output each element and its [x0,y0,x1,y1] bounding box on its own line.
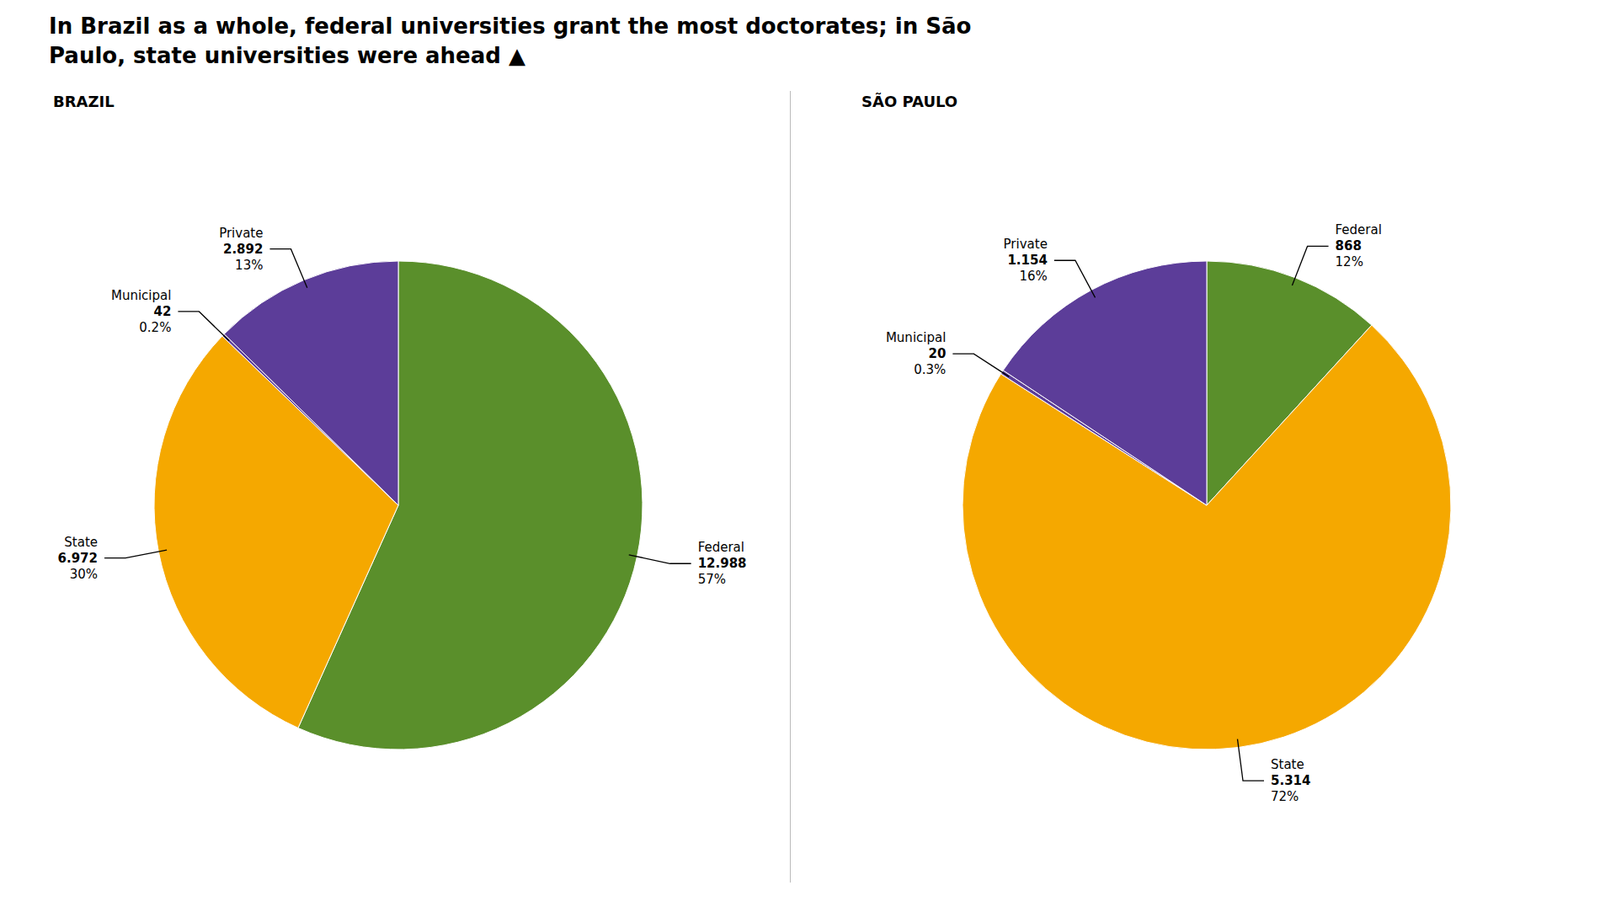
svg-text:20: 20 [928,346,946,362]
svg-text:16%: 16% [1019,268,1048,284]
svg-text:57%: 57% [698,571,726,587]
svg-text:State: State [64,534,98,550]
svg-text:Federal: Federal [698,539,745,555]
html-text:Paulo, state universities were: Paulo, state universities were ahead ▲ [48,43,526,69]
svg-text:Municipal: Municipal [111,288,171,304]
svg-text:2.892: 2.892 [223,241,263,257]
svg-text:Federal: Federal [1335,222,1382,238]
svg-text:12.988: 12.988 [698,555,747,571]
svg-text:6.972: 6.972 [58,550,98,566]
html-text:In Brazil as a whole, federal: In Brazil as a whole, federal universiti… [48,13,972,39]
svg-text:12%: 12% [1335,254,1364,270]
svg-text:30%: 30% [69,566,98,582]
svg-text:72%: 72% [1270,789,1299,805]
svg-text:1.154: 1.154 [1007,252,1047,268]
svg-text:868: 868 [1335,238,1362,254]
svg-text:0.3%: 0.3% [913,362,946,378]
svg-text:13%: 13% [234,257,263,273]
svg-text:0.2%: 0.2% [138,320,171,336]
svg-text:5.314: 5.314 [1270,773,1311,789]
svg-text:State: State [1270,757,1305,773]
svg-text:42: 42 [154,304,172,320]
html-text:BRAZIL: BRAZIL [53,92,115,111]
svg-text:Municipal: Municipal [885,330,946,346]
html-text:SÃO PAULO: SÃO PAULO [861,92,958,111]
svg-text:Private: Private [218,225,263,241]
svg-text:Private: Private [1003,236,1048,252]
